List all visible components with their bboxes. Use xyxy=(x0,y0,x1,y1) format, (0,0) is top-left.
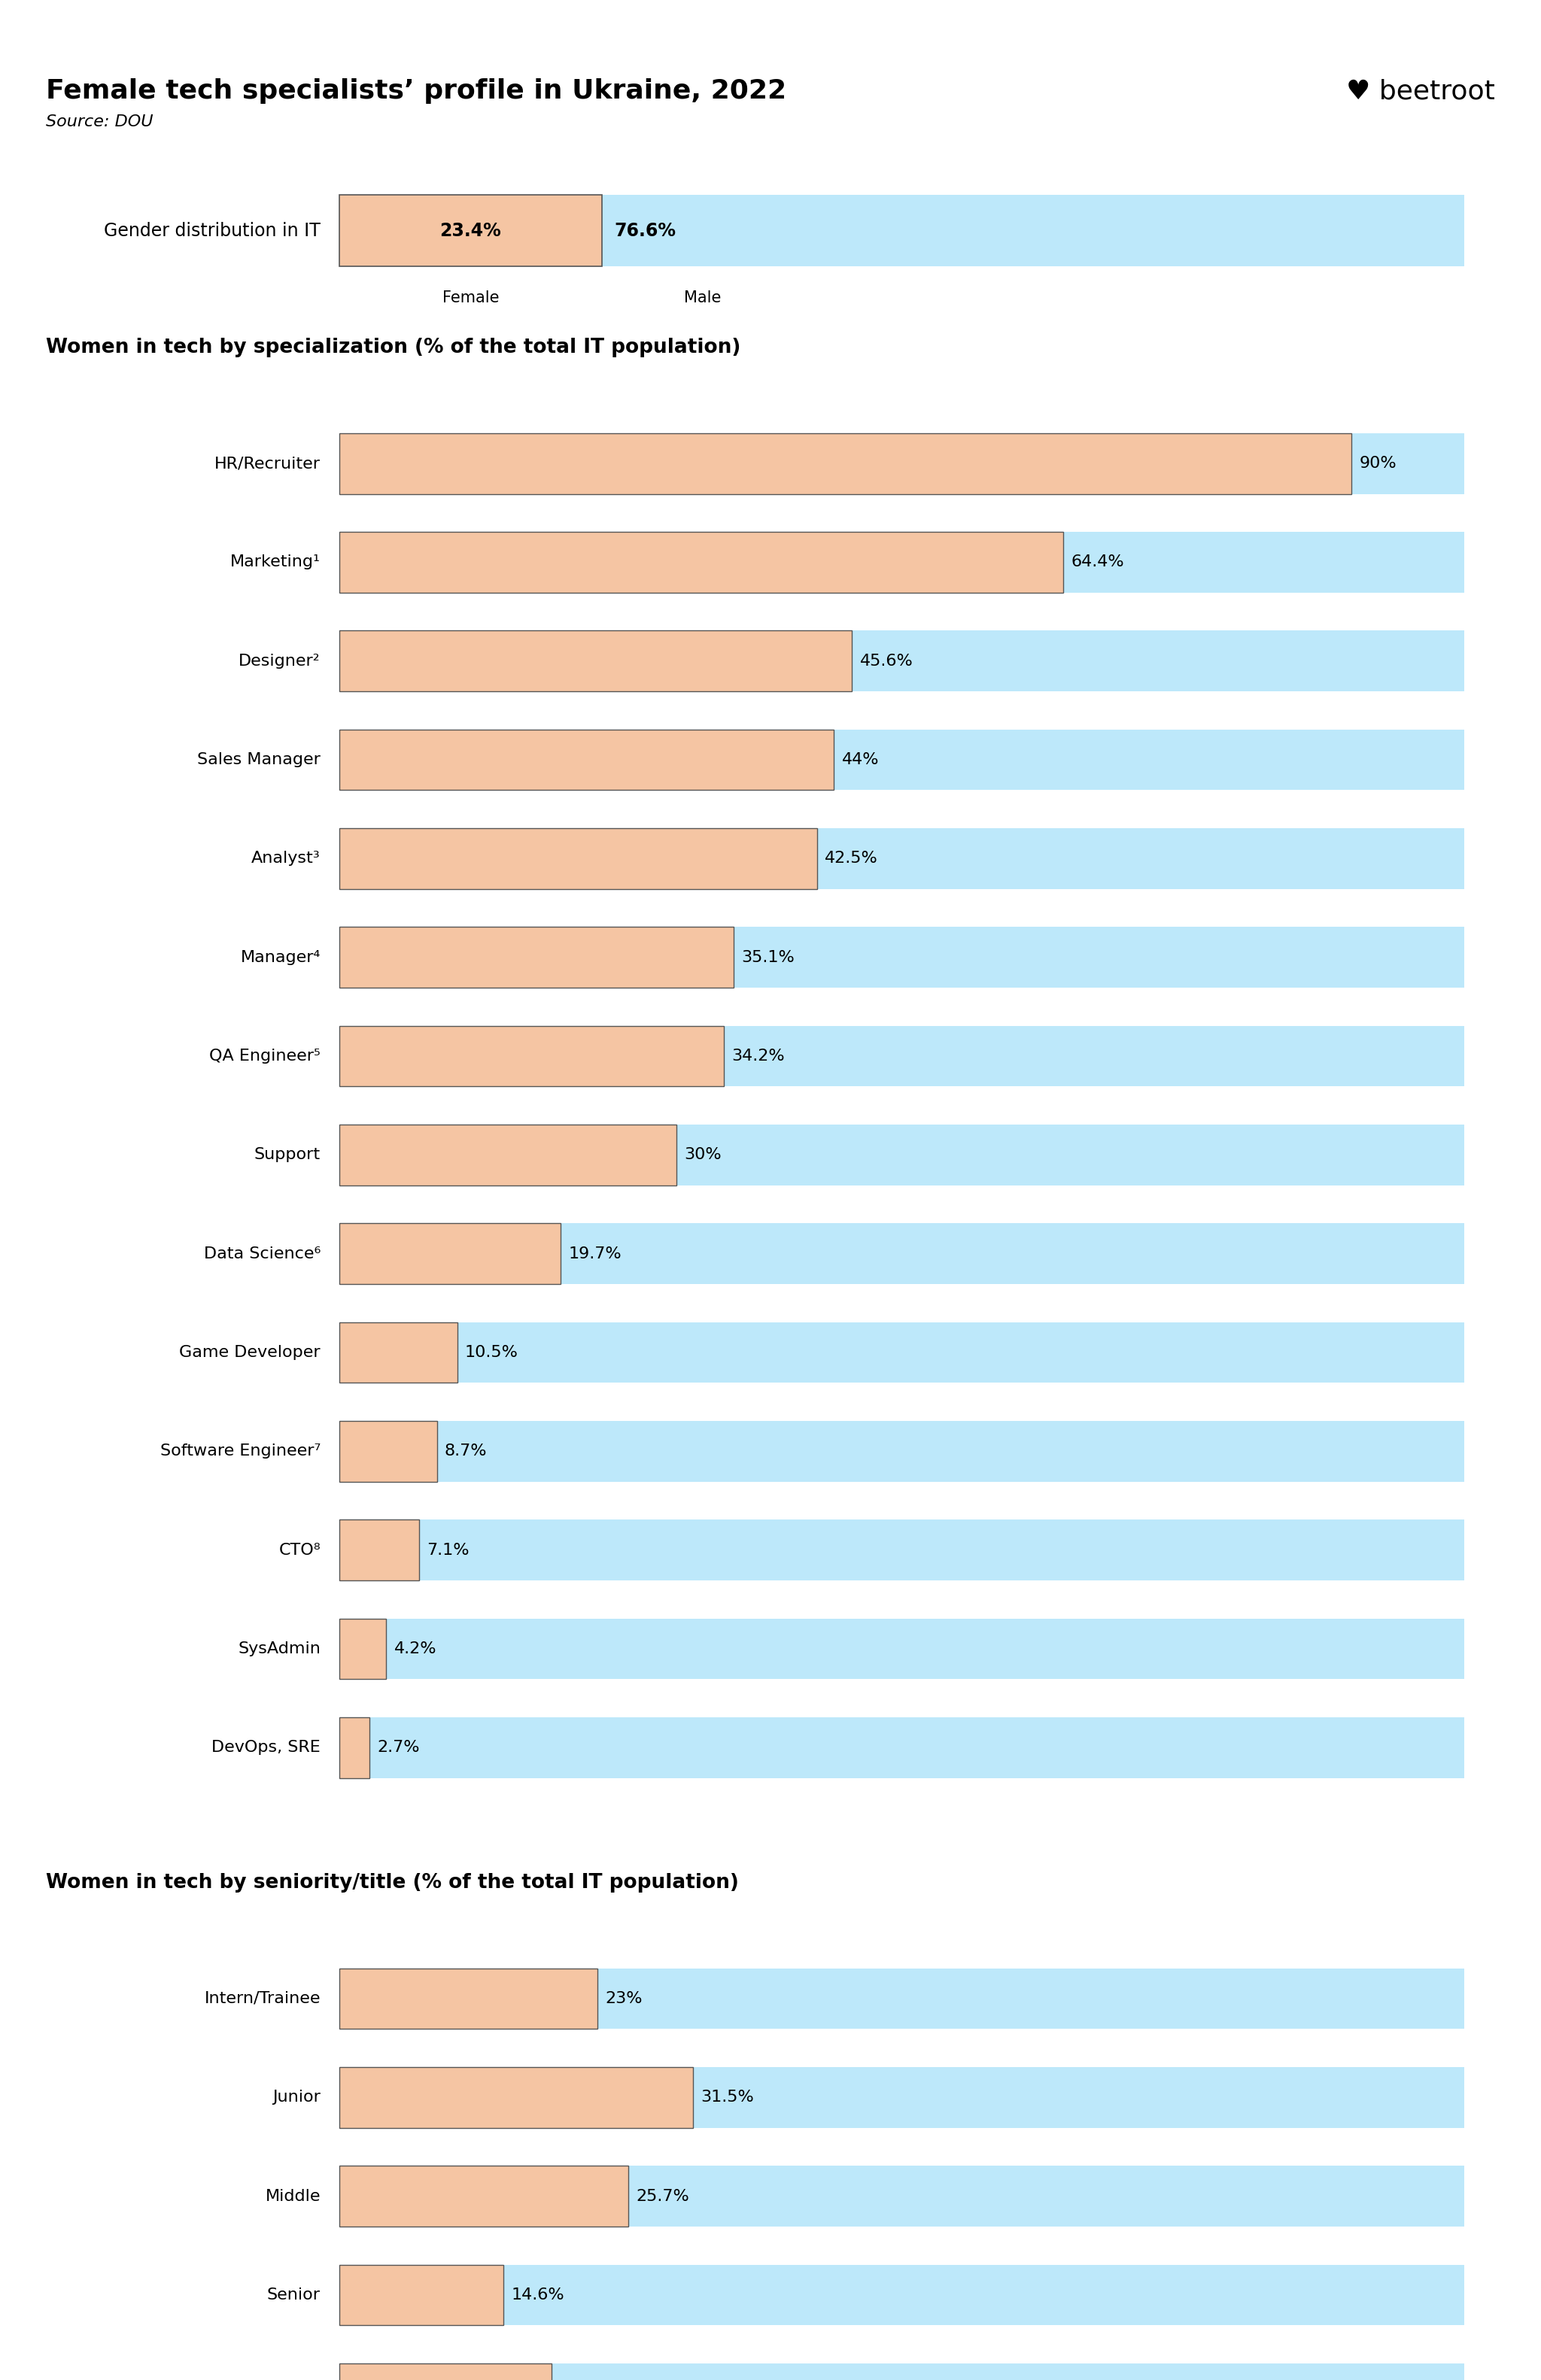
Text: 45.6%: 45.6% xyxy=(860,654,912,669)
FancyBboxPatch shape xyxy=(339,1123,1464,1185)
Text: Marketing¹: Marketing¹ xyxy=(230,555,321,569)
Text: 8.7%: 8.7% xyxy=(445,1445,487,1459)
Text: 76.6%: 76.6% xyxy=(615,221,676,240)
FancyBboxPatch shape xyxy=(339,1518,1464,1580)
FancyBboxPatch shape xyxy=(339,1026,1464,1085)
Text: 90%: 90% xyxy=(1359,457,1396,471)
Text: SysAdmin: SysAdmin xyxy=(237,1642,321,1656)
FancyBboxPatch shape xyxy=(603,195,1464,267)
Text: Male: Male xyxy=(684,290,721,305)
Text: 4.2%: 4.2% xyxy=(394,1642,436,1656)
Text: 34.2%: 34.2% xyxy=(732,1050,784,1064)
FancyBboxPatch shape xyxy=(339,1718,1464,1778)
Text: Manager⁴: Manager⁴ xyxy=(240,950,321,964)
FancyBboxPatch shape xyxy=(339,631,1464,690)
Text: 19.7%: 19.7% xyxy=(569,1247,621,1261)
Text: DevOps, SRE: DevOps, SRE xyxy=(211,1740,321,1754)
FancyBboxPatch shape xyxy=(339,828,1464,888)
Text: 7.1%: 7.1% xyxy=(427,1542,468,1557)
FancyBboxPatch shape xyxy=(339,1421,438,1480)
Text: Sales Manager: Sales Manager xyxy=(197,752,321,766)
FancyBboxPatch shape xyxy=(339,433,1464,495)
FancyBboxPatch shape xyxy=(339,1968,598,2028)
FancyBboxPatch shape xyxy=(339,728,1464,790)
FancyBboxPatch shape xyxy=(339,531,1063,593)
FancyBboxPatch shape xyxy=(339,1323,1464,1383)
FancyBboxPatch shape xyxy=(339,195,603,267)
Text: 10.5%: 10.5% xyxy=(465,1345,518,1359)
FancyBboxPatch shape xyxy=(339,1026,724,1085)
FancyBboxPatch shape xyxy=(339,531,1464,593)
Text: Designer²: Designer² xyxy=(239,654,321,669)
FancyBboxPatch shape xyxy=(339,1323,458,1383)
Text: Support: Support xyxy=(254,1147,321,1161)
Text: 35.1%: 35.1% xyxy=(741,950,795,964)
Text: Junior: Junior xyxy=(273,2090,321,2104)
Text: Gender distribution in IT: Gender distribution in IT xyxy=(103,221,321,240)
Text: CTO⁸: CTO⁸ xyxy=(279,1542,321,1557)
Text: Data Science⁶: Data Science⁶ xyxy=(203,1247,321,1261)
Text: Women in tech by seniority/title (% of the total IT population): Women in tech by seniority/title (% of t… xyxy=(46,1873,740,1892)
Text: 23.4%: 23.4% xyxy=(439,221,501,240)
FancyBboxPatch shape xyxy=(339,2166,1464,2228)
FancyBboxPatch shape xyxy=(339,1718,370,1778)
Text: QA Engineer⁵: QA Engineer⁵ xyxy=(210,1050,321,1064)
FancyBboxPatch shape xyxy=(339,2066,693,2128)
Text: Intern/Trainee: Intern/Trainee xyxy=(205,1992,321,2006)
FancyBboxPatch shape xyxy=(339,2066,1464,2128)
Text: Senior: Senior xyxy=(267,2287,321,2301)
FancyBboxPatch shape xyxy=(339,926,1464,988)
FancyBboxPatch shape xyxy=(339,1223,1464,1285)
Text: 25.7%: 25.7% xyxy=(636,2190,689,2204)
Text: Female tech specialists’ profile in Ukraine, 2022: Female tech specialists’ profile in Ukra… xyxy=(46,79,787,105)
Text: 31.5%: 31.5% xyxy=(701,2090,754,2104)
FancyBboxPatch shape xyxy=(339,1421,1464,1480)
FancyBboxPatch shape xyxy=(339,1618,387,1680)
Text: Game Developer: Game Developer xyxy=(179,1345,321,1359)
FancyBboxPatch shape xyxy=(339,926,734,988)
Text: 2.7%: 2.7% xyxy=(378,1740,419,1754)
Text: Female: Female xyxy=(442,290,499,305)
Text: ♥ beetroot: ♥ beetroot xyxy=(1345,79,1495,105)
FancyBboxPatch shape xyxy=(339,1518,419,1580)
FancyBboxPatch shape xyxy=(339,1123,676,1185)
Text: Source: DOU: Source: DOU xyxy=(46,114,154,129)
Text: 64.4%: 64.4% xyxy=(1071,555,1125,569)
FancyBboxPatch shape xyxy=(339,2363,1464,2380)
FancyBboxPatch shape xyxy=(339,728,834,790)
Text: 44%: 44% xyxy=(841,752,878,766)
FancyBboxPatch shape xyxy=(339,1618,1464,1680)
Text: 23%: 23% xyxy=(606,1992,643,2006)
Text: 42.5%: 42.5% xyxy=(824,852,878,866)
FancyBboxPatch shape xyxy=(339,828,817,888)
Text: Software Engineer⁷: Software Engineer⁷ xyxy=(160,1445,321,1459)
FancyBboxPatch shape xyxy=(339,1223,561,1285)
Text: 14.6%: 14.6% xyxy=(512,2287,564,2301)
FancyBboxPatch shape xyxy=(339,2166,629,2228)
Text: Analyst³: Analyst³ xyxy=(251,852,321,866)
FancyBboxPatch shape xyxy=(339,631,852,690)
FancyBboxPatch shape xyxy=(339,2363,552,2380)
Text: HR/Recruiter: HR/Recruiter xyxy=(214,457,321,471)
FancyBboxPatch shape xyxy=(339,2266,504,2325)
FancyBboxPatch shape xyxy=(339,1968,1464,2028)
Text: Women in tech by specialization (% of the total IT population): Women in tech by specialization (% of th… xyxy=(46,338,741,357)
FancyBboxPatch shape xyxy=(339,433,1351,495)
Text: Middle: Middle xyxy=(265,2190,321,2204)
FancyBboxPatch shape xyxy=(339,2266,1464,2325)
Text: 30%: 30% xyxy=(684,1147,721,1161)
